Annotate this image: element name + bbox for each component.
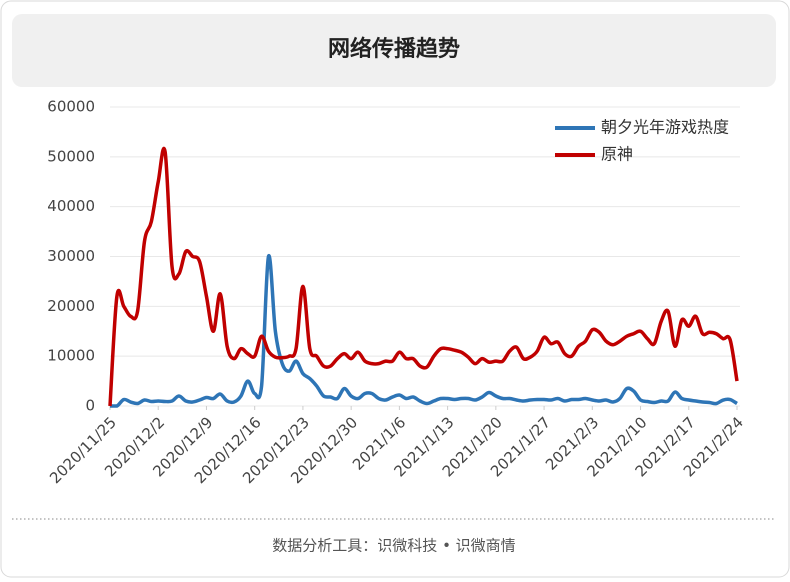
legend-label: 原神 [601,145,633,164]
y-tick-label: 60000 [47,98,95,116]
y-tick-label: 20000 [47,297,95,315]
y-tick-label: 40000 [47,197,95,215]
y-tick-label: 0 [85,397,95,415]
y-tick-label: 10000 [47,347,95,365]
y-tick-label: 30000 [47,247,95,265]
y-tick-label: 50000 [47,147,95,165]
footer: 数据分析工具：识微科技 • 识微商情 [272,537,515,555]
series-line [108,146,739,407]
series-line [110,254,738,408]
legend-label: 朝夕光年游戏热度 [601,118,729,137]
chart-title: 网络传播趋势 [328,36,460,62]
header [12,14,776,87]
